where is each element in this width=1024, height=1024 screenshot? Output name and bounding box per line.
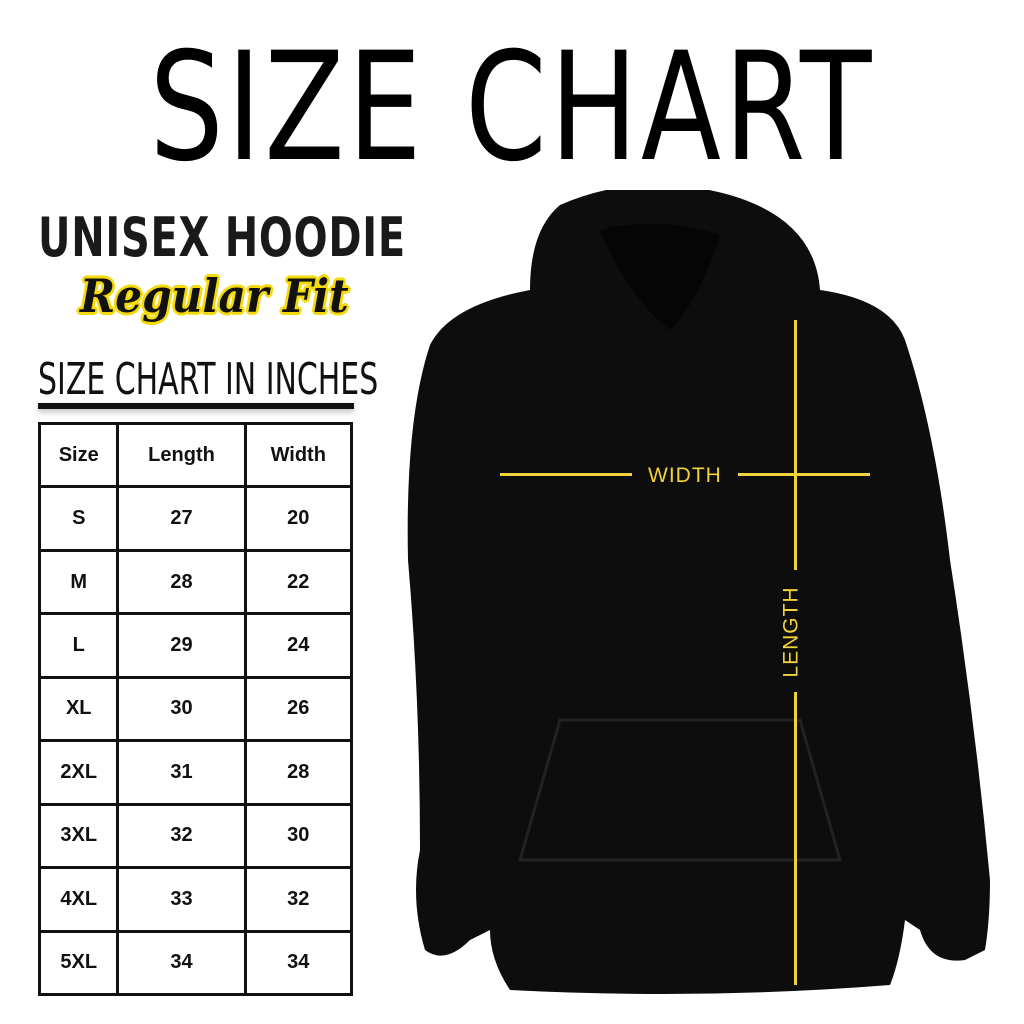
width-label: WIDTH [648, 464, 722, 487]
table-row: M 28 22 [37, 548, 354, 616]
product-fit: Regular Fit [80, 269, 349, 323]
table-row: 4XL 33 32 [37, 866, 354, 933]
cell-size: XL [37, 675, 120, 743]
table-row: 5XL 34 34 [37, 929, 354, 996]
cell-length: 30 [116, 675, 247, 743]
cell-width: 30 [243, 802, 354, 870]
page-title: SIZE CHART [149, 21, 875, 195]
hoodie-body [407, 190, 990, 995]
width-line-left [500, 473, 632, 476]
hoodie-image [407, 190, 990, 995]
heading-underline [38, 403, 354, 409]
table-row: 3XL 32 30 [37, 802, 354, 870]
table-row: 2XL 31 28 [37, 739, 354, 806]
cell-length: 33 [116, 866, 247, 933]
cell-width: 28 [243, 739, 354, 806]
length-line-bottom [794, 692, 797, 985]
cell-size: M [37, 548, 120, 616]
size-table: Size Length Width S 27 20 M 28 22 L 29 24 XL 30 26 2… [37, 421, 354, 996]
hoodie-pocket [518, 718, 842, 862]
cell-size: S [37, 485, 120, 552]
length-label: LENGTH [779, 586, 803, 678]
cell-length: 27 [116, 485, 247, 552]
cell-size: 4XL [37, 866, 120, 933]
cell-length: 34 [116, 929, 247, 996]
product-name: UNISEX HOODIE [38, 206, 406, 269]
cell-width: 34 [243, 929, 354, 996]
hoodie-hood-opening [600, 223, 720, 330]
cell-width: 26 [243, 675, 354, 743]
cell-length: 28 [116, 548, 247, 616]
length-line-top [794, 320, 797, 570]
cell-size: L [37, 612, 120, 679]
cell-length: 29 [116, 612, 247, 679]
cell-length: 32 [116, 802, 247, 870]
cell-width: 32 [243, 866, 354, 933]
cell-width: 20 [243, 485, 354, 552]
header-length: Length [116, 421, 247, 489]
header-width: Width [243, 421, 354, 489]
table-row: S 27 20 [37, 485, 354, 552]
cell-width: 24 [243, 612, 354, 679]
header-size: Size [37, 421, 120, 489]
table-row: XL 30 26 [37, 675, 354, 743]
table-header-row: Size Length Width [37, 421, 354, 489]
cell-width: 22 [243, 548, 354, 616]
width-line-right [738, 473, 870, 476]
cell-size: 3XL [37, 802, 120, 870]
table-row: L 29 24 [37, 612, 354, 679]
cell-length: 31 [116, 739, 247, 806]
unit-heading: SIZE CHART IN INCHES [38, 354, 379, 405]
cell-size: 5XL [37, 929, 120, 996]
cell-size: 2XL [37, 739, 120, 806]
